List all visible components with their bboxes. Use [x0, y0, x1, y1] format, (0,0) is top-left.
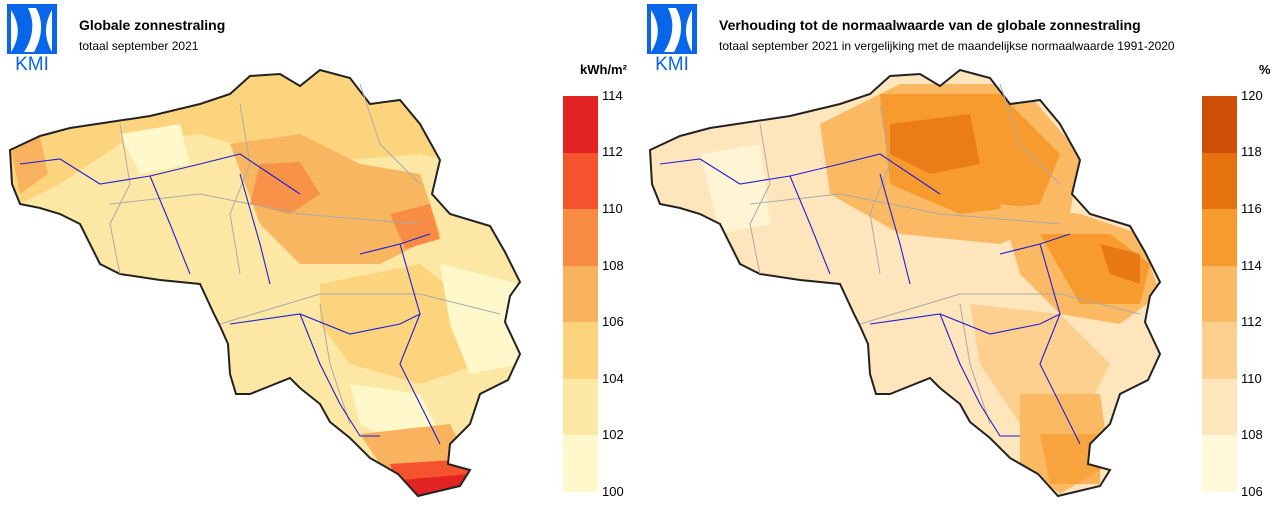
map-subtitle: totaal september 2021 in vergelijking me…	[719, 39, 1175, 53]
legend-swatch	[1202, 265, 1237, 322]
legend-tick: 116	[1241, 201, 1262, 216]
legend-tick: 104	[602, 371, 624, 386]
legend-tick: 100	[602, 484, 624, 499]
legend-swatch	[1202, 209, 1237, 266]
belgium-radiation-map	[8, 68, 522, 498]
legend-tick: 106	[1241, 484, 1263, 499]
legend-swatch	[1202, 378, 1237, 435]
legend-tick: 112	[602, 144, 623, 159]
legend-tick: 108	[1241, 427, 1263, 442]
legend-swatch	[563, 265, 598, 322]
svg-text:KMI: KMI	[15, 54, 49, 72]
legend-swatch	[563, 152, 598, 209]
legend-tick: 108	[602, 258, 624, 273]
legend-tick: 110	[1241, 371, 1262, 386]
legend-unit: %	[1259, 62, 1271, 77]
legend-tick: 110	[602, 201, 623, 216]
legend-swatch	[1202, 152, 1237, 209]
legend-swatch	[563, 378, 598, 435]
legend-swatch	[1202, 96, 1237, 153]
svg-text:KMI: KMI	[655, 54, 689, 72]
map-subtitle: totaal september 2021	[79, 39, 199, 53]
kmi-logo: KMI	[7, 4, 57, 72]
legend-tick: 112	[1241, 314, 1262, 329]
legend-swatch	[1202, 435, 1237, 492]
legend-tick: 118	[1241, 144, 1262, 159]
legend-tick: 120	[1241, 88, 1263, 103]
legend-tick: 114	[1241, 258, 1262, 273]
kmi-logo: KMI	[647, 4, 697, 72]
legend-tick: 106	[602, 314, 624, 329]
belgium-ratio-map	[648, 68, 1162, 498]
legend-tick: 102	[602, 427, 624, 442]
legend-swatch	[563, 96, 598, 153]
color-legend	[563, 96, 598, 492]
color-legend	[1202, 96, 1237, 492]
legend-swatch	[563, 435, 598, 492]
map-title: Globale zonnestraling	[79, 17, 226, 33]
legend-tick: 114	[602, 88, 623, 103]
ratio-panel: KMI Verhouding tot de normaalwaarde van …	[640, 0, 1280, 507]
map-title: Verhouding tot de normaalwaarde van de g…	[719, 17, 1141, 33]
legend-swatch	[563, 322, 598, 379]
legend-swatch	[1202, 322, 1237, 379]
legend-unit: kWh/m²	[580, 62, 627, 77]
radiation-panel: KMI Globale zonnestraling totaal septemb…	[7, 4, 627, 499]
legend-swatch	[563, 209, 598, 266]
